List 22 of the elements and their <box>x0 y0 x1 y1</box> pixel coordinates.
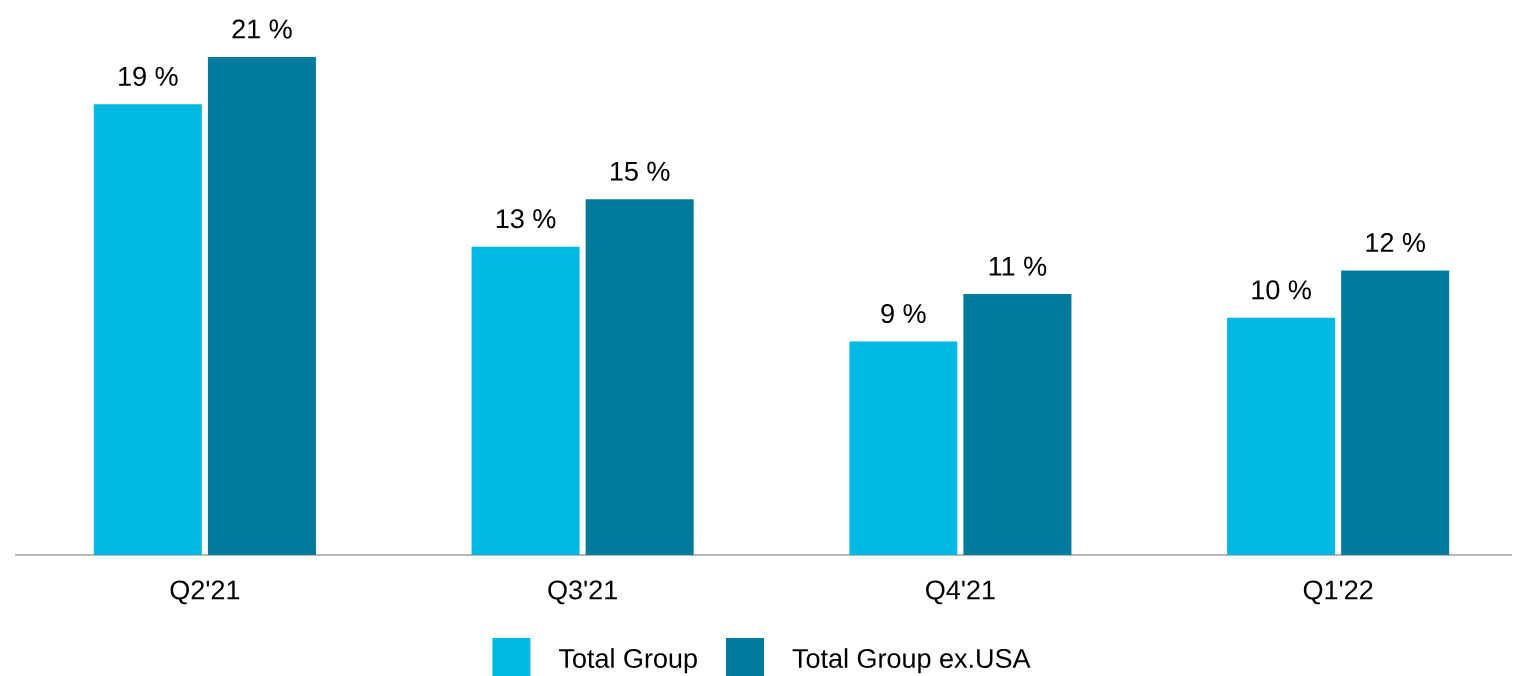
bar <box>963 294 1072 555</box>
data-label: 10 % <box>1252 280 1311 300</box>
data-label: 15 % <box>610 161 670 181</box>
legend-label: Total Group <box>559 648 697 674</box>
bar <box>1227 317 1336 555</box>
legend-label: Total Group ex.USA <box>792 648 1031 674</box>
x-tick-label: Q1'22 <box>1303 580 1373 605</box>
bar <box>93 104 202 555</box>
x-tick-label: Q2'21 <box>170 580 240 605</box>
x-tick-label: Q4'21 <box>926 580 995 605</box>
bar <box>207 56 316 555</box>
bar <box>471 246 580 555</box>
data-label: 21 % <box>232 19 292 39</box>
data-label: 11 % <box>989 256 1047 276</box>
x-tick-label: Q3'21 <box>548 580 617 605</box>
data-label: 13 % <box>496 209 556 229</box>
data-label: 9 % <box>881 304 926 324</box>
bar <box>849 341 958 555</box>
bar <box>585 199 694 555</box>
bar <box>1341 270 1450 555</box>
data-label: 12 % <box>1366 232 1425 252</box>
data-label: 19 % <box>119 66 178 86</box>
